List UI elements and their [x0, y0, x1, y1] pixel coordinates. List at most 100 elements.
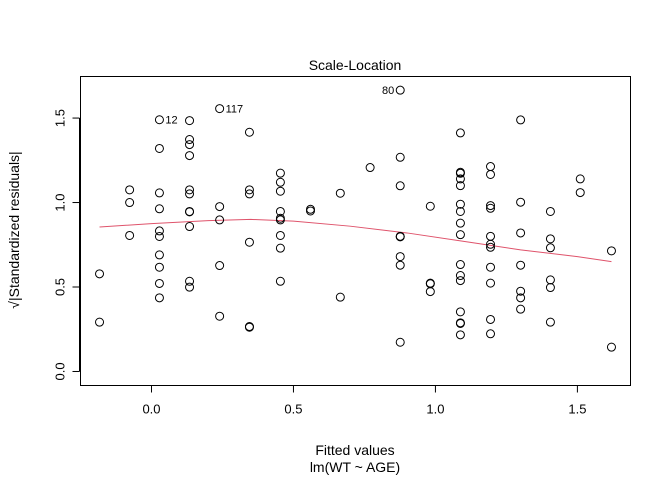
data-point [455, 230, 465, 240]
data-point [244, 189, 254, 199]
data-point [395, 232, 405, 242]
data-point [125, 230, 135, 240]
data-point [545, 317, 555, 327]
x-tick-label: 1.0 [426, 402, 444, 417]
data-point [154, 293, 164, 303]
data-point [486, 201, 496, 211]
chart-title: Scale-Location [309, 57, 402, 73]
data-point [335, 292, 345, 302]
data-point [95, 269, 105, 279]
data-point [154, 204, 164, 214]
data-point [125, 185, 135, 195]
data-point [185, 116, 195, 126]
data-point [154, 278, 164, 288]
data-point [455, 260, 465, 270]
data-point [244, 322, 254, 332]
data-point [516, 228, 526, 238]
data-point [275, 186, 285, 196]
data-point [516, 304, 526, 314]
data-point [455, 128, 465, 138]
data-point [455, 168, 465, 178]
data-point [545, 243, 555, 253]
data-point [516, 115, 526, 125]
x-axis-label: Fitted values [315, 442, 394, 458]
data-point [606, 342, 616, 352]
point-label: 12 [165, 115, 177, 127]
data-point [455, 174, 465, 184]
data-point [154, 188, 164, 198]
data-point [455, 218, 465, 228]
data-point [395, 152, 405, 162]
point-label: 117 [226, 104, 244, 116]
data-point [395, 181, 405, 191]
x-tick-label: 1.5 [568, 402, 586, 417]
y-tick-label: 1.0 [53, 193, 68, 211]
data-point [185, 151, 195, 161]
data-point [275, 168, 285, 178]
data-point [486, 169, 496, 179]
data-point [486, 314, 496, 324]
data-point [395, 85, 405, 95]
data-point [185, 140, 195, 150]
data-point [95, 317, 105, 327]
data-point [486, 231, 496, 241]
data-point [215, 261, 225, 271]
data-point [486, 203, 496, 213]
data-point [455, 206, 465, 216]
data-point [455, 271, 465, 281]
y-tick-label: 0.5 [53, 278, 68, 296]
data-point [154, 262, 164, 272]
data-point [455, 276, 465, 286]
data-point [455, 199, 465, 209]
data-point [486, 262, 496, 272]
x-tick-label: 0.0 [142, 402, 160, 417]
data-point [275, 177, 285, 187]
data-point [455, 181, 465, 191]
data-point [395, 260, 405, 270]
data-point [275, 230, 285, 240]
data-point [425, 287, 435, 297]
data-point [455, 330, 465, 340]
data-point [395, 337, 405, 347]
chart-subtitle: lm(WT ~ AGE) [310, 459, 400, 475]
data-point [545, 275, 555, 285]
data-point [455, 307, 465, 317]
data-point [215, 215, 225, 225]
data-point [516, 286, 526, 296]
data-point [185, 222, 195, 232]
data-point [125, 198, 135, 208]
data-point [305, 206, 315, 216]
data-point [486, 329, 496, 339]
data-point [244, 237, 254, 247]
data-point [154, 143, 164, 153]
data-point [244, 127, 254, 137]
data-point [185, 189, 195, 199]
data-point [575, 174, 585, 184]
data-point [486, 242, 496, 252]
data-point [545, 283, 555, 293]
data-point [185, 135, 195, 145]
data-point [215, 104, 225, 114]
data-point [425, 279, 435, 289]
data-point [154, 250, 164, 260]
data-point [455, 318, 465, 328]
point-label: 80 [382, 85, 394, 97]
data-point [154, 231, 164, 241]
data-point [244, 185, 254, 195]
data-point [275, 215, 285, 225]
data-point [154, 226, 164, 236]
x-tick-label: 0.5 [284, 402, 302, 417]
data-point [185, 276, 195, 286]
data-point [154, 115, 164, 125]
data-point [395, 252, 405, 262]
data-point [516, 197, 526, 207]
data-point [486, 239, 496, 249]
y-tick-label: 1.5 [53, 109, 68, 127]
data-point [215, 311, 225, 321]
data-point [425, 201, 435, 211]
data-point [486, 278, 496, 288]
y-axis-label: √|Standardized residuals| [6, 151, 22, 308]
data-point [606, 246, 616, 256]
data-point [516, 293, 526, 303]
